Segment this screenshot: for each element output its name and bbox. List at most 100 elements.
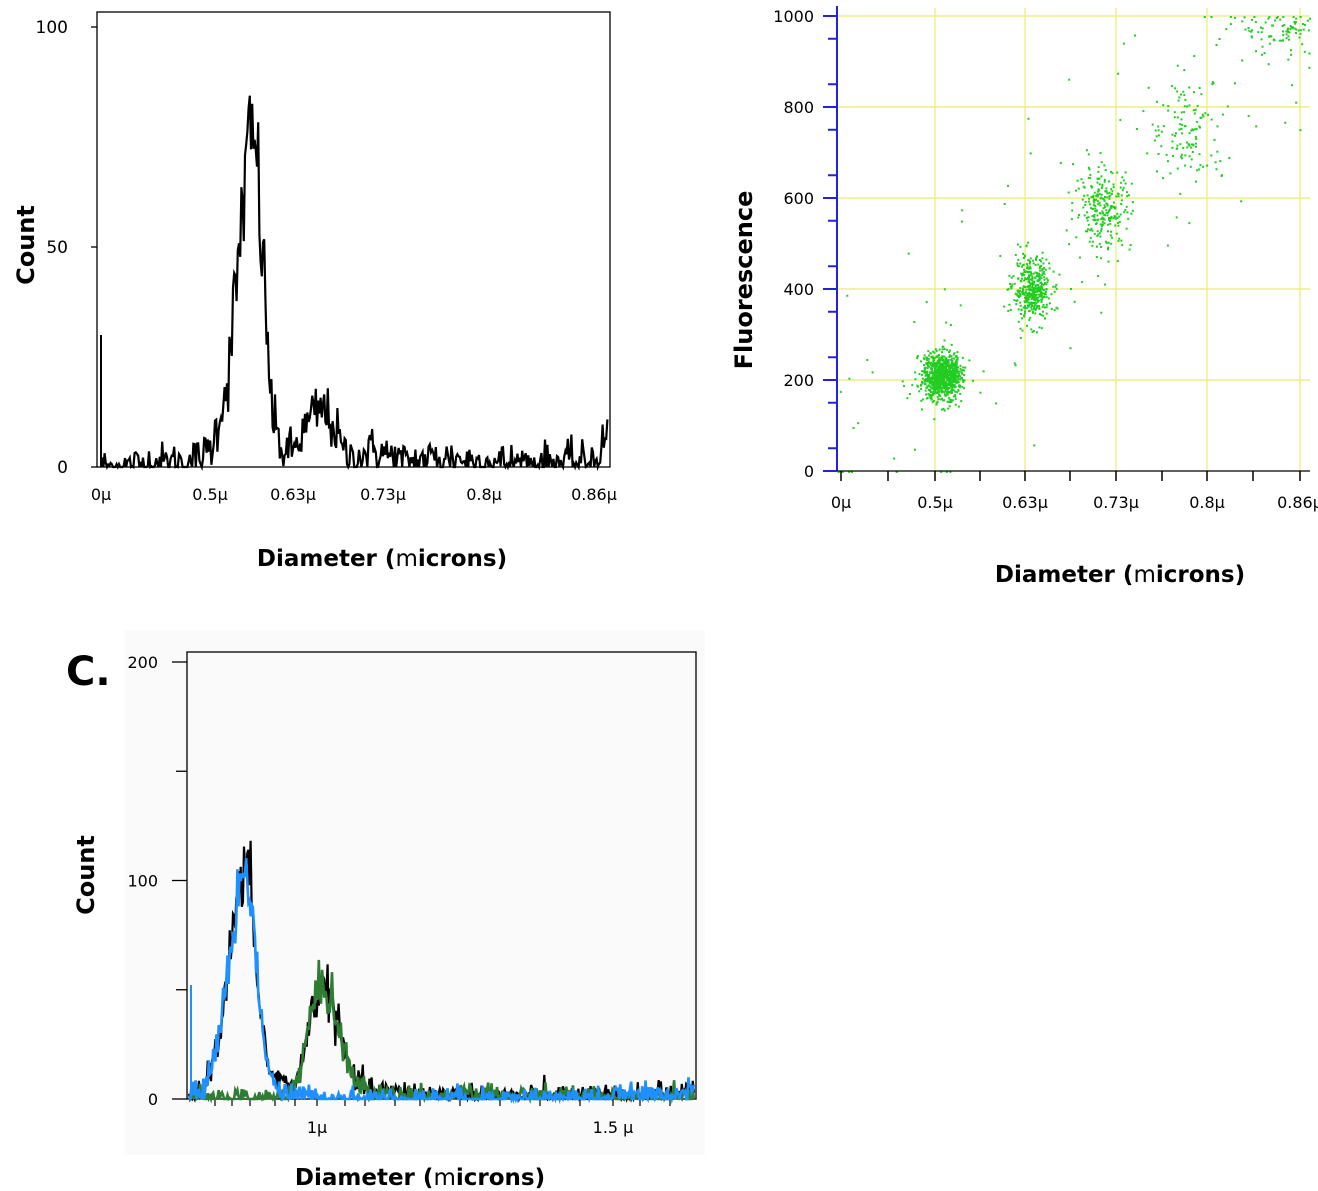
chart-b-point [1176,64,1179,67]
chart-b-point [933,389,936,392]
chart-b-point [1099,223,1102,226]
chart-b-point [956,369,958,371]
chart-b-point [950,378,953,381]
chart-b-point [943,365,946,368]
chart-b-point [1121,189,1124,192]
chart-b-point [1021,272,1024,275]
chart-b-point [1009,308,1012,311]
chart-b-point [1031,286,1034,289]
chart-b-point [939,366,942,369]
chart-b-point [1034,299,1037,302]
chart-c-x-axis: 1μ 1.5 μ [214,1099,671,1137]
chart-b-point [1202,165,1205,168]
chart-b-point [1198,168,1201,171]
chart-b-point [934,366,937,369]
chart-b-point [936,400,939,403]
chart-b-point [943,288,946,291]
chart-b-point [1042,262,1045,265]
chart-b-point [1043,266,1045,269]
chart-b-point [1031,304,1034,307]
chart-b-point [1198,153,1201,156]
chart-b-point [944,372,947,375]
chart-b-point [1098,243,1101,246]
chart-b-point [1110,230,1113,233]
chart-b-point [1214,161,1217,164]
chart-b-point [1293,21,1296,24]
chart-b-point [1044,290,1047,293]
chart-b-point [1182,146,1185,149]
chart-b-point [1033,305,1036,308]
chart-b-point [1034,288,1037,290]
chart-a-series-line [99,95,609,472]
chart-b-point [852,426,855,429]
chart-b-point [1029,152,1032,155]
chart-b-point [1100,187,1103,189]
chart-b-point [1031,284,1034,287]
chart-b-point [1251,18,1253,21]
chart-b-point [1097,166,1100,169]
chart-b-point [1308,52,1311,55]
chart-b-point [1181,153,1184,156]
chart-b-x-tick-label: 0μ [831,493,851,512]
chart-b-point [1155,100,1158,103]
chart-b-point [948,349,951,352]
chart-b-point [944,368,947,371]
chart-b-point [1281,25,1284,27]
chart-b-point [1306,19,1309,22]
chart-b-point [1052,270,1055,273]
chart-b-point [1039,289,1042,292]
chart-b-point [1219,160,1222,163]
chart-b-point [1097,202,1100,205]
chart-b-point [1100,257,1103,260]
chart-b-point [1260,31,1263,34]
chart-b-point [1031,310,1034,313]
chart-b-point [950,399,952,402]
chart-b-point [1108,195,1111,198]
chart-b-point [1088,203,1091,206]
chart-b-point [1050,293,1053,296]
chart-b-point [944,369,947,372]
chart-b-point [1095,256,1098,258]
chart-b-point [1027,280,1030,283]
chart-b-point [1272,38,1275,41]
chart-b-point [1017,291,1020,294]
chart-b-point [1041,306,1044,308]
panel-label-c: C. [66,649,111,695]
chart-b-point [938,348,941,351]
chart-b-point [1105,240,1108,243]
chart-b-point [1173,111,1176,114]
chart-b-point [939,373,942,375]
chart-b-point [1034,276,1037,279]
chart-b-ylabel: Fluorescence [730,191,758,370]
chart-b-point [943,381,946,384]
chart-b-point [925,380,928,383]
chart-b-point [1119,213,1122,216]
chart-b-point [1046,281,1049,284]
chart-b-point [1170,85,1173,88]
chart-b-point [957,376,960,379]
chart-b-point [1294,22,1296,25]
chart-b-point [1028,319,1031,321]
chart-b-point [1119,186,1122,189]
chart-b-point [1032,298,1035,301]
chart-b-point [1194,135,1197,138]
chart-b-point [1253,16,1256,18]
chart-b-point [1268,42,1271,45]
chart-b-point [1023,271,1026,274]
chart-b-point [1120,239,1123,242]
chart-b-point [1029,274,1032,277]
chart-b-point [941,377,944,380]
chart-b-point [1167,109,1170,112]
chart-b-point [959,364,962,367]
chart-b-point [945,373,948,376]
chart-b-point [1017,265,1020,268]
chart-b-point [1031,331,1034,333]
chart-b-point [1029,294,1032,297]
chart-b-point [1105,191,1108,194]
chart-b-point [1022,285,1025,288]
chart-b-point [1211,83,1214,86]
chart-c-x-tick-label: 1μ [307,1118,327,1137]
chart-b-point [1200,93,1203,96]
chart-b-point [934,368,937,371]
